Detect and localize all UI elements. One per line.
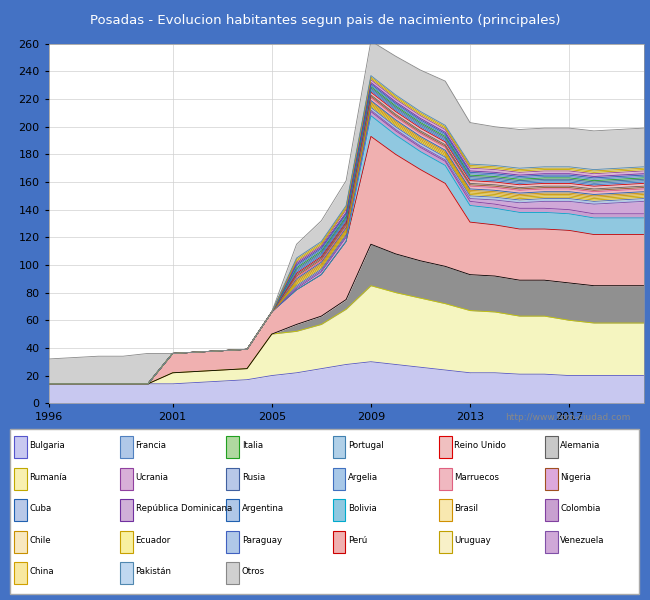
Text: República Dominicana: República Dominicana (136, 504, 232, 513)
FancyBboxPatch shape (120, 468, 133, 490)
FancyBboxPatch shape (120, 436, 133, 458)
FancyBboxPatch shape (333, 436, 345, 458)
Text: Posadas - Evolucion habitantes segun pais de nacimiento (principales): Posadas - Evolucion habitantes segun pai… (90, 14, 560, 27)
Text: Nigeria: Nigeria (560, 473, 591, 482)
FancyBboxPatch shape (545, 530, 558, 553)
FancyBboxPatch shape (14, 530, 27, 553)
Text: Uruguay: Uruguay (454, 536, 491, 545)
FancyBboxPatch shape (545, 436, 558, 458)
Text: Ucrania: Ucrania (136, 473, 168, 482)
Text: Paraguay: Paraguay (242, 536, 282, 545)
FancyBboxPatch shape (439, 499, 452, 521)
FancyBboxPatch shape (545, 468, 558, 490)
FancyBboxPatch shape (120, 499, 133, 521)
Text: Argelia: Argelia (348, 473, 378, 482)
Text: Reino Unido: Reino Unido (454, 441, 506, 450)
Text: Brasil: Brasil (454, 504, 478, 513)
Text: Perú: Perú (348, 536, 367, 545)
Text: Venezuela: Venezuela (560, 536, 604, 545)
Text: Alemania: Alemania (560, 441, 601, 450)
Text: Pakistán: Pakistán (136, 567, 172, 576)
Text: Otros: Otros (242, 567, 265, 576)
FancyBboxPatch shape (545, 499, 558, 521)
FancyBboxPatch shape (226, 436, 239, 458)
Text: Ecuador: Ecuador (136, 536, 171, 545)
Text: Rusia: Rusia (242, 473, 265, 482)
Text: Argentina: Argentina (242, 504, 284, 513)
FancyBboxPatch shape (226, 499, 239, 521)
FancyBboxPatch shape (14, 468, 27, 490)
FancyBboxPatch shape (10, 430, 639, 593)
FancyBboxPatch shape (439, 468, 452, 490)
Text: Francia: Francia (136, 441, 166, 450)
FancyBboxPatch shape (120, 562, 133, 584)
Text: Portugal: Portugal (348, 441, 383, 450)
Text: China: China (29, 567, 54, 576)
Text: Cuba: Cuba (29, 504, 52, 513)
Text: Chile: Chile (29, 536, 51, 545)
Text: Bulgaria: Bulgaria (29, 441, 65, 450)
FancyBboxPatch shape (439, 436, 452, 458)
FancyBboxPatch shape (226, 468, 239, 490)
Text: Italia: Italia (242, 441, 263, 450)
FancyBboxPatch shape (14, 436, 27, 458)
Text: Colombia: Colombia (560, 504, 601, 513)
FancyBboxPatch shape (14, 499, 27, 521)
Text: Bolivia: Bolivia (348, 504, 377, 513)
Text: http://www.foro-ciudad.com: http://www.foro-ciudad.com (505, 413, 630, 421)
FancyBboxPatch shape (120, 530, 133, 553)
FancyBboxPatch shape (14, 562, 27, 584)
FancyBboxPatch shape (333, 530, 345, 553)
FancyBboxPatch shape (333, 499, 345, 521)
FancyBboxPatch shape (226, 530, 239, 553)
FancyBboxPatch shape (226, 562, 239, 584)
FancyBboxPatch shape (439, 530, 452, 553)
FancyBboxPatch shape (333, 468, 345, 490)
Text: Rumanía: Rumanía (29, 473, 68, 482)
Text: Marruecos: Marruecos (454, 473, 499, 482)
